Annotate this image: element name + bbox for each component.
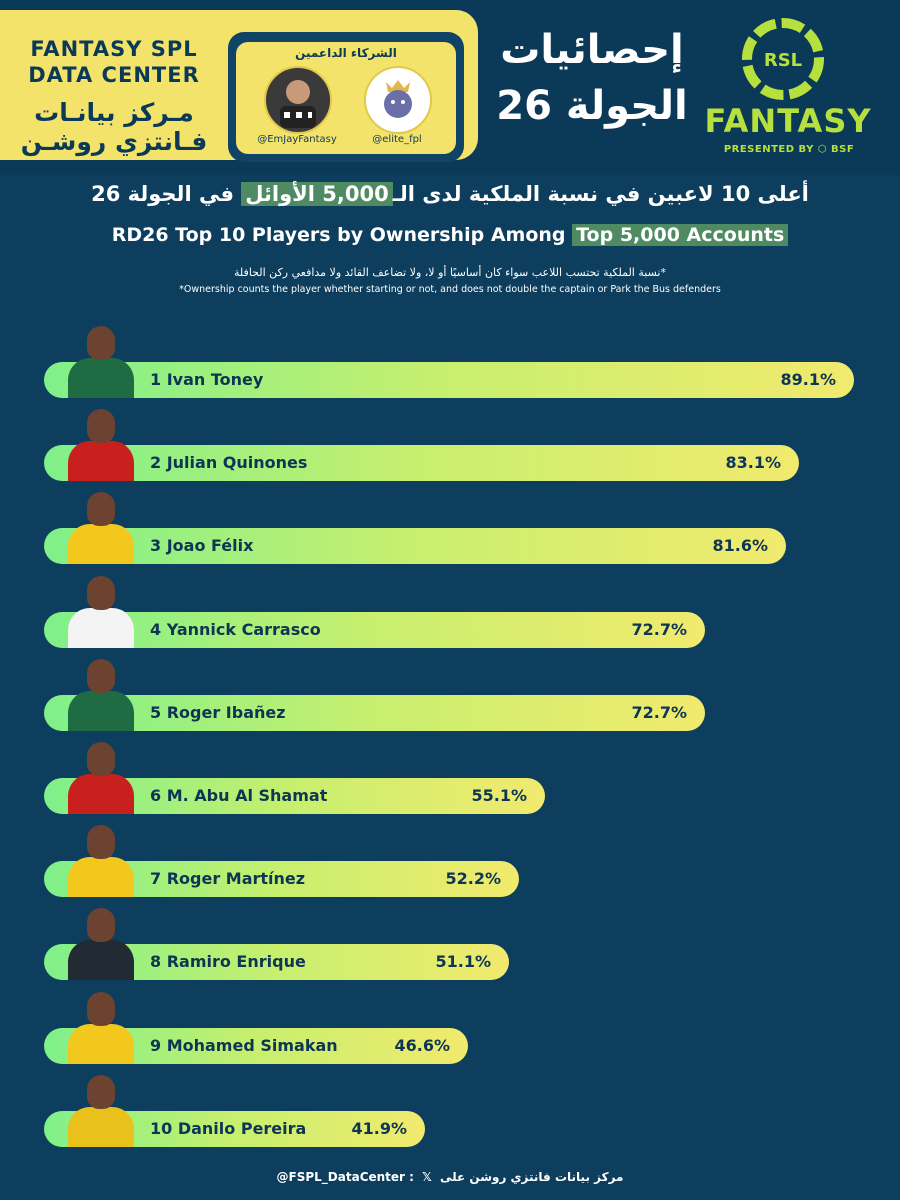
player-head: [87, 659, 115, 693]
chart-title-ar: أعلى 10 لاعبين في نسبة الملكية لدى الـ5,…: [40, 182, 860, 206]
ownership-note-ar: *نسبة الملكية تحتسب اللاعب سواء كان أساس…: [234, 266, 666, 279]
bar-value-5: 72.7%: [631, 703, 687, 722]
player-shirt: [68, 608, 134, 648]
player-shirt: [68, 441, 134, 481]
sponsor-avatar-icon: [264, 66, 332, 134]
bar-value-1: 89.1%: [780, 370, 836, 389]
player-shirt: [68, 524, 134, 564]
player-head: [87, 825, 115, 859]
sponsors-box: الشركاء الداعمين @EmJayFantasy: [228, 32, 464, 162]
round-title-line-1: إحصائيات: [500, 27, 684, 73]
bar-5: 5 Roger Ibañez 72.7%: [44, 695, 705, 731]
bar-label-2: 2 Julian Quinones: [150, 453, 308, 472]
bar-2: 2 Julian Quinones 83.1%: [44, 445, 799, 481]
title-ar-part-1: أعلى 10 لاعبين في نسبة الملكية لدى الـ: [392, 182, 809, 206]
sponsors-title: الشركاء الداعمين: [295, 46, 397, 60]
bar-value-4: 72.7%: [631, 620, 687, 639]
player-shirt: [68, 774, 134, 814]
bar-label-7: 7 Roger Martínez: [150, 869, 306, 888]
bar-label-3: 3 Joao Félix: [150, 536, 254, 555]
player-head: [87, 326, 115, 360]
ownership-note-en: *Ownership counts the player whether sta…: [179, 284, 721, 295]
player-head: [87, 742, 115, 776]
title-en-highlight: Top 5,000 Accounts: [572, 224, 789, 246]
bar-3: 3 Joao Félix 81.6%: [44, 528, 786, 564]
brand-en-line-2: DATA CENTER: [28, 63, 200, 87]
bar-value-10: 41.9%: [351, 1119, 407, 1138]
bar-label-1: 1 Ivan Toney: [150, 370, 264, 389]
player-avatar-icon: [66, 906, 136, 980]
player-head: [87, 492, 115, 526]
player-shirt: [68, 1107, 134, 1147]
bar-value-6: 55.1%: [471, 786, 527, 805]
bar-value-7: 52.2%: [445, 869, 501, 888]
player-shirt: [68, 358, 134, 398]
bar-4: 4 Yannick Carrasco 72.7%: [44, 612, 705, 648]
sponsor-handle-2[interactable]: @elite_fpl: [372, 134, 422, 145]
title-ar-highlight: 5,000 الأوائل: [241, 182, 393, 206]
bar-value-3: 81.6%: [712, 536, 768, 555]
player-head: [87, 908, 115, 942]
player-avatar-icon: [66, 324, 136, 398]
brand-ar-line-2: فـانتزي روشـن: [20, 127, 208, 156]
title-en-part-1: RD26 Top 10 Players by Ownership Among: [111, 224, 573, 246]
player-avatar-icon: [66, 1073, 136, 1147]
chart-title-en: RD26 Top 10 Players by Ownership Among T…: [40, 224, 860, 246]
player-head: [87, 576, 115, 610]
player-avatar-icon: [66, 823, 136, 897]
ownership-bar-chart: 1 Ivan Toney 89.1% 2 Julian Quinones 83.1% 3…: [0, 320, 900, 1160]
bar-1: 1 Ivan Toney 89.1%: [44, 362, 854, 398]
bar-value-8: 51.1%: [435, 952, 491, 971]
round-title-line-2: الجولة 26: [496, 83, 688, 129]
brand-ar-line-1: مـركز بيانـات: [34, 98, 194, 127]
bar-label-5: 5 Roger Ibañez: [150, 703, 286, 722]
sponsor-handle-1[interactable]: @EmJayFantasy: [257, 134, 337, 145]
footer: @FSPL_DataCenter : 𝕏 مركز بيانات فانتزي …: [0, 1170, 900, 1184]
brand-name-ar: مـركز بيانـات فـانتزي روشـن: [14, 98, 214, 156]
player-avatar-icon: [66, 574, 136, 648]
x-logo-icon: 𝕏: [422, 1170, 432, 1184]
brand-en-line-1: FANTASY SPL: [30, 37, 198, 61]
bar-value-2: 83.1%: [725, 453, 781, 472]
round-title: إحصائيات الجولة 26: [478, 22, 706, 134]
player-avatar-icon: [66, 657, 136, 731]
player-shirt: [68, 691, 134, 731]
sponsors-panel: الشركاء الداعمين @EmJayFantasy: [236, 42, 456, 154]
player-avatar-icon: [66, 490, 136, 564]
bar-label-8: 8 Ramiro Enrique: [150, 952, 306, 971]
bar-label-9: 9 Mohamed Simakan: [150, 1036, 338, 1055]
footer-handle[interactable]: @FSPL_DataCenter :: [276, 1170, 414, 1184]
player-avatar-icon: [66, 990, 136, 1064]
bar-label-4: 4 Yannick Carrasco: [150, 620, 321, 639]
player-avatar-icon: [66, 407, 136, 481]
logo-text: RSL: [764, 50, 802, 71]
title-ar-part-2: في الجولة 26: [91, 182, 242, 206]
bar-label-10: 10 Danilo Pereira: [150, 1119, 307, 1138]
bar-label-6: 6 M. Abu Al Shamat: [150, 786, 328, 805]
rsl-logo-icon: RSL: [738, 14, 828, 104]
header: FANTASY SPL DATA CENTER مـركز بيانـات فـ…: [0, 0, 900, 175]
player-head: [87, 1075, 115, 1109]
presented-by: PRESENTED BY ⬡ BSF: [723, 144, 855, 155]
fantasy-wordmark: FANTASY: [704, 102, 872, 140]
player-shirt: [68, 1024, 134, 1064]
player-head: [87, 409, 115, 443]
bar-value-9: 46.6%: [394, 1036, 450, 1055]
brand-card: FANTASY SPL DATA CENTER مـركز بيانـات فـ…: [0, 10, 478, 162]
player-avatar-icon: [66, 740, 136, 814]
footer-text-ar: مركز بيانات فانتزي روشن على: [440, 1170, 624, 1184]
player-head: [87, 992, 115, 1026]
brand-name-en: FANTASY SPL DATA CENTER: [14, 36, 214, 88]
player-shirt: [68, 940, 134, 980]
lion-logo-icon: [364, 66, 432, 134]
player-shirt: [68, 857, 134, 897]
